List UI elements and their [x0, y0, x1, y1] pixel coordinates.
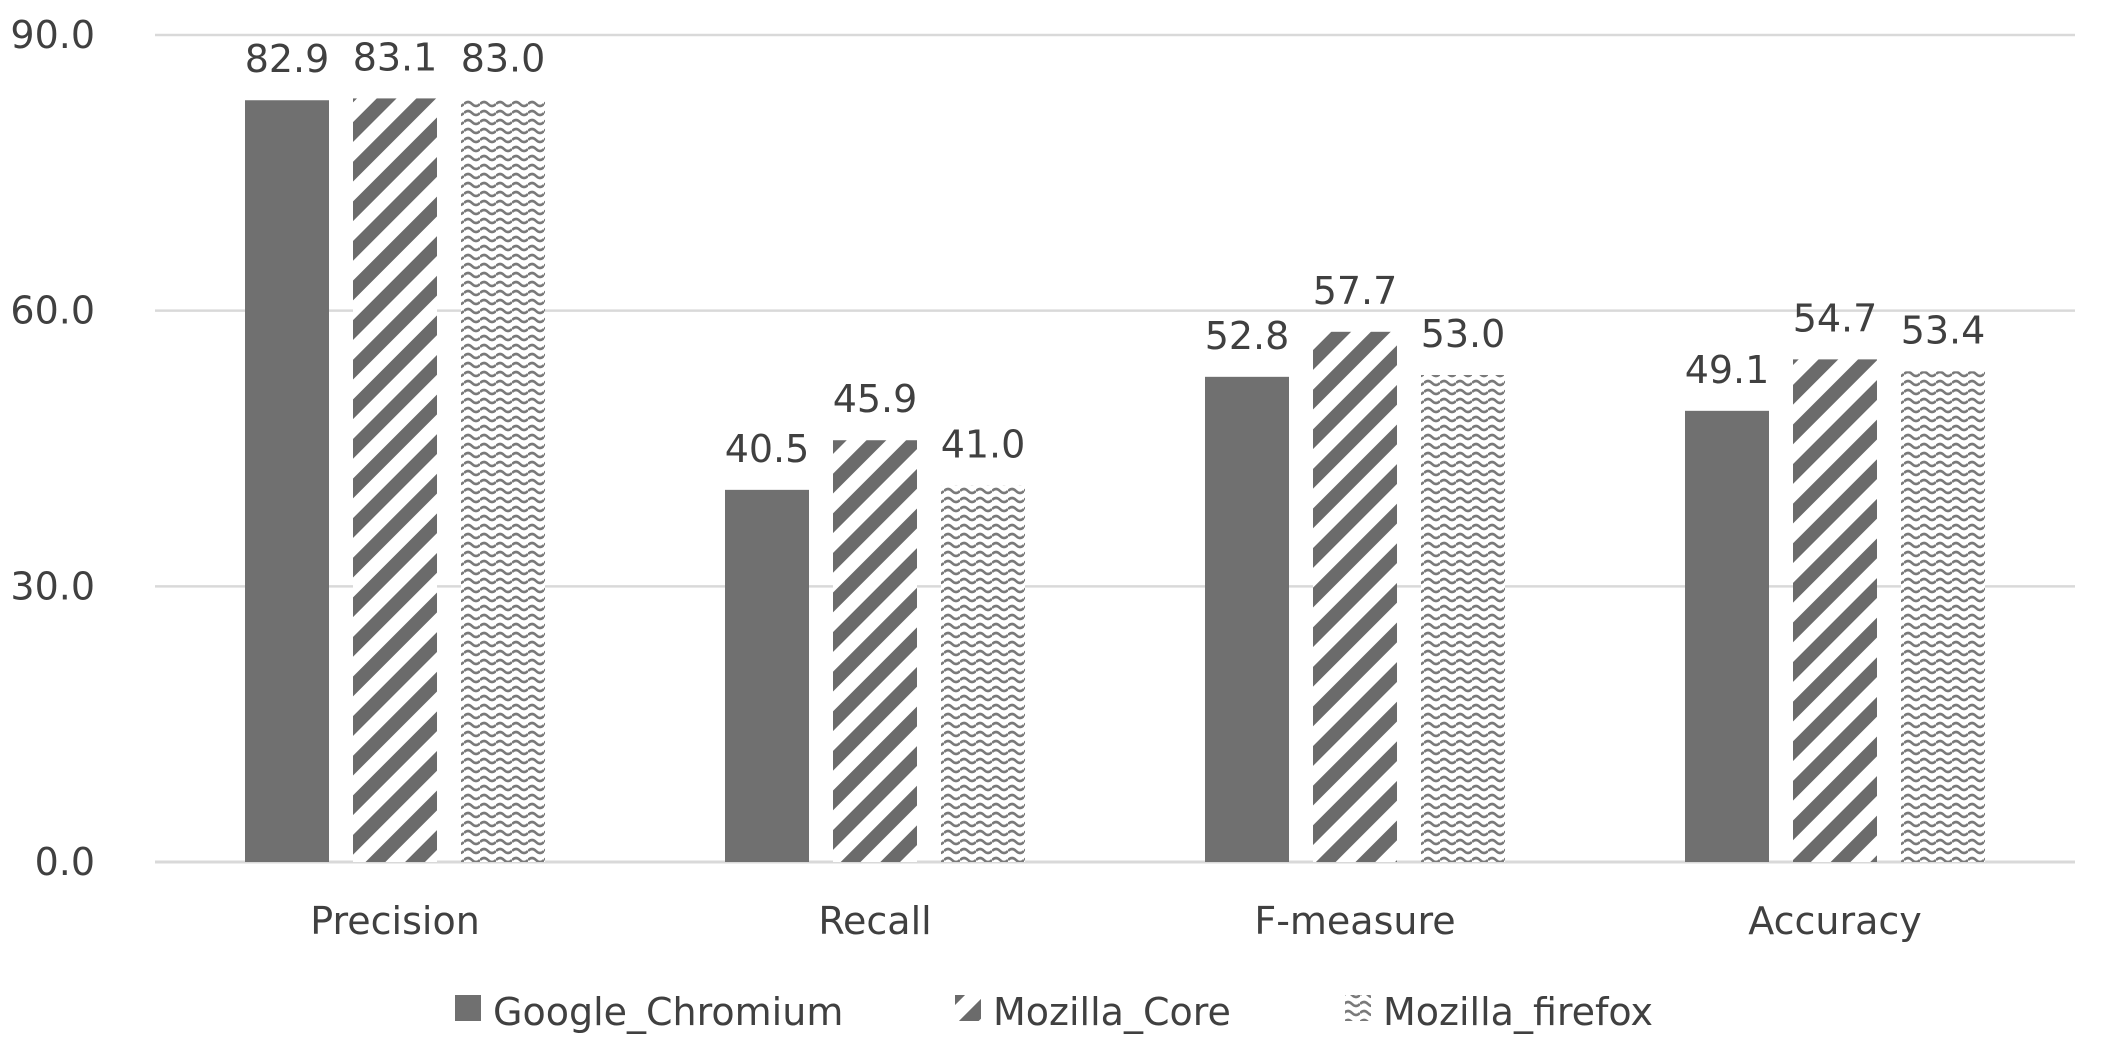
- data-labels: 82.9 83.1 83.0 40.5 45.9 41.0 52.8 57.7 53.0 49.1…: [245, 35, 1986, 470]
- x-category-label: Accuracy: [1748, 899, 1922, 943]
- data-label-mozilla-firefox-precision: 83.0: [461, 36, 546, 80]
- bar-mozilla-firefox-accuracy: [1901, 371, 1985, 862]
- legend-swatch-google-chromium: [455, 995, 481, 1021]
- legend-label-google-chromium: Google_Chromium: [493, 990, 843, 1034]
- data-label-mozilla-core-f-measure: 57.7: [1313, 269, 1398, 313]
- legend: Google_Chromium Mozilla_Core Mozilla_firef…: [455, 990, 1653, 1034]
- bar-mozilla-firefox-f-measure: [1421, 374, 1505, 862]
- gridlines: [155, 33, 2075, 864]
- data-label-google-chromium-recall: 40.5: [725, 427, 810, 471]
- bars: [245, 98, 1985, 863]
- data-label-mozilla-firefox-recall: 41.0: [941, 422, 1026, 466]
- bar-mozilla-core-precision: [353, 98, 437, 863]
- bar-mozilla-firefox-recall: [941, 485, 1025, 862]
- x-axis-categories: Precision Recall F-measure Accuracy: [310, 899, 1922, 943]
- bar-mozilla-core-accuracy: [1793, 359, 1877, 862]
- y-tick-label: 60.0: [10, 289, 95, 333]
- data-label-mozilla-core-recall: 45.9: [833, 377, 918, 421]
- data-label-google-chromium-accuracy: 49.1: [1685, 348, 1770, 392]
- y-tick-label: 30.0: [10, 564, 95, 608]
- bar-mozilla-core-recall: [833, 440, 917, 862]
- data-label-mozilla-firefox-f-measure: 53.0: [1421, 312, 1506, 356]
- y-tick-label: 90.0: [10, 13, 95, 57]
- bar-mozilla-core-f-measure: [1313, 331, 1397, 862]
- data-label-mozilla-core-accuracy: 54.7: [1793, 296, 1878, 340]
- bar-google-chromium-precision: [245, 100, 329, 863]
- bar-google-chromium-accuracy: [1685, 410, 1769, 862]
- y-tick-label: 0.0: [35, 840, 95, 884]
- bar-mozilla-firefox-precision: [461, 99, 545, 863]
- y-axis-ticks: 0.0 30.0 60.0 90.0: [10, 13, 95, 884]
- data-label-mozilla-firefox-accuracy: 53.4: [1901, 308, 1986, 352]
- legend-swatch-mozilla-core: [955, 995, 981, 1021]
- x-category-label: Recall: [818, 899, 931, 943]
- data-label-google-chromium-f-measure: 52.8: [1205, 314, 1290, 358]
- legend-label-mozilla-firefox: Mozilla_firefox: [1383, 990, 1653, 1034]
- bar-google-chromium-f-measure: [1205, 376, 1289, 862]
- x-category-label: F-measure: [1254, 899, 1455, 943]
- x-category-label: Precision: [310, 899, 480, 943]
- data-label-mozilla-core-precision: 83.1: [353, 35, 438, 79]
- legend-swatch-mozilla-firefox: [1345, 995, 1371, 1021]
- legend-label-mozilla-core: Mozilla_Core: [993, 990, 1231, 1034]
- bar-google-chromium-recall: [725, 489, 809, 862]
- data-label-google-chromium-precision: 82.9: [245, 37, 330, 81]
